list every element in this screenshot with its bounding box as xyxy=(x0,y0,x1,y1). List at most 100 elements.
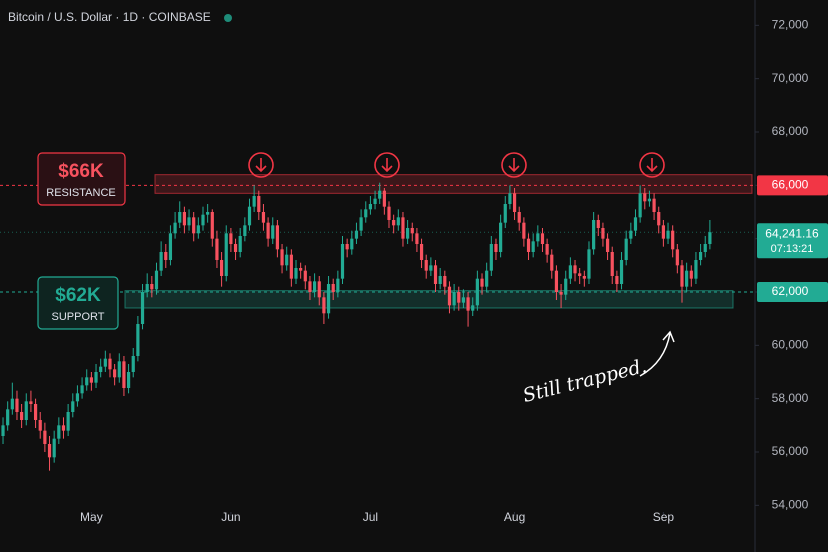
candle-body xyxy=(708,232,712,244)
candle-body xyxy=(131,356,135,372)
candle-body xyxy=(578,273,582,276)
candle-body xyxy=(122,361,126,388)
candle-body xyxy=(243,225,247,236)
candle-body xyxy=(247,206,252,226)
candle-body xyxy=(382,190,386,207)
candle-body xyxy=(508,193,512,204)
candle-body xyxy=(224,233,228,276)
candle-body xyxy=(587,249,591,279)
candle-body xyxy=(285,254,289,266)
candle-body xyxy=(210,212,214,239)
candle-body xyxy=(480,278,484,287)
candle-body xyxy=(652,198,656,212)
candle-body xyxy=(340,244,345,279)
candle-body xyxy=(345,244,349,250)
candle-body xyxy=(703,244,707,252)
candle-body xyxy=(582,276,586,279)
candle-body xyxy=(359,217,363,231)
y-tick-label: 56,000 xyxy=(772,444,809,458)
candle-body xyxy=(154,270,159,290)
y-tick-label: 60,000 xyxy=(772,338,809,352)
candle-body xyxy=(554,270,559,292)
candle-body xyxy=(29,401,33,404)
candle-body xyxy=(615,276,619,284)
candles xyxy=(1,182,712,471)
y-tick-label: 58,000 xyxy=(772,391,809,405)
candle-body xyxy=(685,270,689,287)
candle-body xyxy=(633,217,638,231)
candle-body xyxy=(326,284,331,314)
candle-body xyxy=(512,193,517,212)
candle-body xyxy=(271,225,275,239)
candle-body xyxy=(15,398,19,412)
candle-body xyxy=(85,377,89,386)
zones xyxy=(0,174,755,309)
note-arrow xyxy=(639,330,675,377)
candle-body xyxy=(475,278,479,306)
candle-body xyxy=(559,292,563,295)
candle-body xyxy=(364,209,368,218)
candle-body xyxy=(354,230,359,239)
peak-arrow xyxy=(374,152,400,178)
candle-body xyxy=(275,225,279,250)
candle-body xyxy=(485,270,489,287)
candle-body xyxy=(596,220,600,228)
candle-body xyxy=(322,297,326,314)
candle-body xyxy=(145,284,149,292)
candle-body xyxy=(471,305,475,311)
y-tick-label: 68,000 xyxy=(772,124,809,138)
zone xyxy=(124,290,734,309)
resistance-title: $66K xyxy=(58,161,104,182)
candle-body xyxy=(164,252,168,260)
last-price-label: 64,241.16 xyxy=(765,226,819,240)
candle-body xyxy=(605,238,610,252)
candle-body xyxy=(624,238,628,260)
candle-body xyxy=(233,244,238,252)
candle-body xyxy=(429,265,433,271)
candle-body xyxy=(280,249,284,266)
candle-body xyxy=(601,228,605,239)
candle-body xyxy=(666,230,670,239)
status-dot xyxy=(224,14,232,22)
candle-body xyxy=(126,372,131,388)
candle-body xyxy=(201,214,205,226)
candle-body xyxy=(252,196,256,207)
candle-body xyxy=(66,412,70,431)
candle-body xyxy=(20,412,24,420)
candle-body xyxy=(136,324,140,356)
candle-body xyxy=(610,252,614,276)
y-tick-label: 54,000 xyxy=(772,498,809,512)
last-price-box xyxy=(757,223,828,259)
candle-body xyxy=(499,222,503,252)
zone xyxy=(154,174,753,194)
candle-body xyxy=(308,281,312,292)
candle-body xyxy=(10,398,14,410)
candle-body xyxy=(671,230,675,250)
candle-body xyxy=(94,372,98,383)
x-tick-label: Jun xyxy=(221,510,240,524)
candle-body xyxy=(99,366,103,372)
price-labels: 66,000 62,000 64,241.16 07:13:21 xyxy=(757,175,828,302)
candle-body xyxy=(452,292,456,306)
candle-body xyxy=(140,292,145,324)
candle-body xyxy=(75,393,80,402)
candle-body xyxy=(38,420,42,431)
candle-body xyxy=(373,198,377,204)
candle-body xyxy=(689,270,693,279)
candle-body xyxy=(317,281,321,298)
candle-body xyxy=(43,430,47,444)
candle-body xyxy=(33,404,38,420)
peak-arrow xyxy=(639,152,665,178)
candle-body xyxy=(52,438,56,458)
candle-body xyxy=(392,220,396,226)
support-box xyxy=(37,276,119,330)
y-tick-label: 72,000 xyxy=(772,18,809,32)
candle-body xyxy=(261,212,266,223)
candle-body xyxy=(266,222,270,239)
level-label: 62,000 xyxy=(772,284,809,298)
candle-body xyxy=(522,222,526,239)
candle-body xyxy=(415,233,419,244)
candle-body xyxy=(57,425,61,439)
